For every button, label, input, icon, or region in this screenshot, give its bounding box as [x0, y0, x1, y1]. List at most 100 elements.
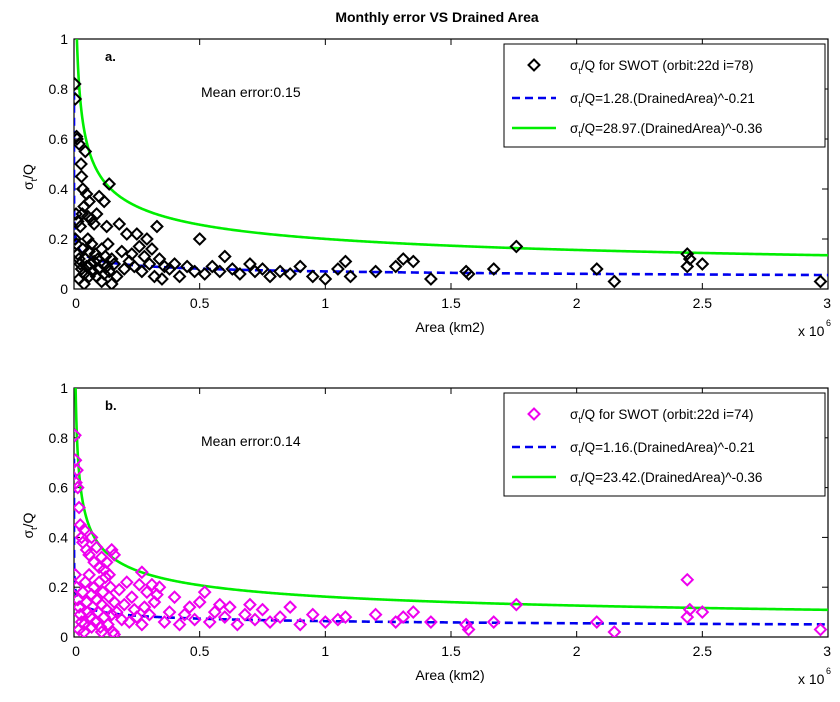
data-point — [172, 617, 187, 632]
legend-label: /Q for SWOT (orbit:22d i=74) — [581, 407, 754, 422]
data-point — [423, 272, 438, 286]
data-point — [107, 627, 122, 637]
y-tick-label: 1 — [60, 380, 68, 396]
data-point — [243, 597, 257, 612]
data-point — [139, 585, 154, 600]
data-point — [98, 570, 113, 585]
data-point — [406, 605, 421, 620]
legend-entry: σt/Q=1.28.(DrainedArea)^-0.21 — [570, 91, 755, 109]
figure-title: Monthly error VS Drained Area — [335, 9, 539, 25]
x-tick-label: 2.5 — [693, 295, 713, 311]
data-point — [248, 612, 262, 627]
legend-box — [503, 43, 826, 148]
data-point — [263, 615, 277, 629]
y-label-sigma: σ — [20, 530, 36, 539]
data-point — [74, 137, 86, 151]
data-point — [338, 254, 353, 269]
legend-sigma: σ — [570, 91, 579, 106]
y-tick-label: 0.2 — [49, 231, 69, 247]
legend-label: /Q for SWOT (orbit:22d i=78) — [581, 58, 754, 73]
legend-sigma: σ — [570, 407, 579, 422]
y-tick-label: 0.4 — [49, 181, 69, 197]
x-tick-label: 1 — [321, 643, 329, 659]
data-point — [273, 264, 288, 279]
data-point — [152, 252, 167, 266]
legend-sigma: σ — [570, 58, 579, 73]
data-point — [318, 615, 333, 629]
data-point — [124, 247, 139, 261]
data-point — [263, 269, 277, 284]
y-label-sub: t — [29, 178, 39, 181]
data-point — [74, 232, 83, 246]
x-tick-label: 2.5 — [693, 643, 713, 659]
data-point — [330, 262, 345, 276]
x-tick-label: 1.5 — [441, 643, 461, 659]
data-point — [77, 277, 91, 289]
panel-a: 0 0.5 1 1.5 2 2.5 3 0 0.2 0.4 0.6 0.8 1 x 10 6 Area (km… — [20, 31, 831, 339]
data-point — [232, 267, 247, 281]
data-point — [129, 610, 144, 624]
data-point — [225, 262, 240, 276]
data-point — [217, 249, 232, 264]
legend-sub: t — [578, 448, 581, 458]
data-point — [607, 625, 622, 637]
data-point — [102, 177, 117, 191]
data-point — [89, 540, 104, 555]
data-point — [144, 242, 159, 256]
x-axis-label: Area (km2) — [415, 667, 484, 683]
data-point — [104, 252, 119, 266]
y-axis-label: σt/Q — [20, 164, 39, 190]
data-point — [305, 269, 320, 284]
data-point — [192, 595, 207, 610]
data-point — [74, 219, 88, 234]
data-point — [293, 617, 308, 632]
legend-marker — [527, 407, 541, 421]
data-point — [283, 600, 298, 615]
data-point — [486, 262, 501, 276]
legend-label: /Q=1.16.(DrainedArea)^-0.21 — [581, 440, 755, 455]
data-point — [107, 595, 122, 610]
data-point — [147, 269, 162, 284]
legend-sub: t — [578, 129, 581, 139]
data-point — [187, 264, 202, 279]
data-point — [338, 610, 353, 624]
data-point — [406, 254, 421, 269]
data-point — [101, 617, 115, 632]
data-point — [74, 480, 85, 495]
data-point — [74, 428, 82, 443]
data-point — [150, 587, 164, 602]
data-point — [695, 257, 710, 271]
data-point — [461, 267, 476, 281]
data-point — [243, 257, 257, 271]
y-label-rest: /Q — [20, 512, 36, 527]
data-point — [167, 590, 182, 605]
x-multiplier: x 10 — [798, 671, 825, 687]
data-point — [124, 590, 139, 605]
data-point — [132, 577, 147, 592]
data-point — [104, 277, 119, 289]
y-tick-label: 0 — [60, 629, 68, 645]
data-point — [197, 585, 212, 600]
data-point — [205, 259, 220, 274]
legend-entry: σt/Q for SWOT (orbit:22d i=74) — [570, 407, 754, 425]
x-tick-label: 0 — [72, 295, 80, 311]
y-tick-label: 0.2 — [49, 579, 69, 595]
data-point — [107, 547, 122, 562]
data-point — [230, 617, 245, 632]
data-point — [82, 269, 96, 284]
data-point — [87, 254, 102, 269]
data-point — [607, 274, 622, 289]
data-point — [255, 602, 270, 617]
data-point — [84, 620, 99, 634]
data-point — [305, 607, 320, 622]
data-point — [82, 547, 96, 562]
x-tick-label: 2 — [573, 295, 581, 311]
data-point — [396, 252, 411, 266]
legend-label: /Q=1.28.(DrainedArea)^-0.21 — [581, 91, 755, 106]
panel-b: 0 0.5 1 1.5 2 2.5 3 0 0.2 0.4 0.6 0.8 1 x 10 6 Area (km… — [20, 380, 831, 687]
legend-sub: t — [578, 99, 581, 109]
data-point — [119, 575, 134, 590]
data-point — [157, 615, 172, 629]
legend-sigma: σ — [570, 470, 579, 485]
legend-marker — [527, 58, 541, 72]
